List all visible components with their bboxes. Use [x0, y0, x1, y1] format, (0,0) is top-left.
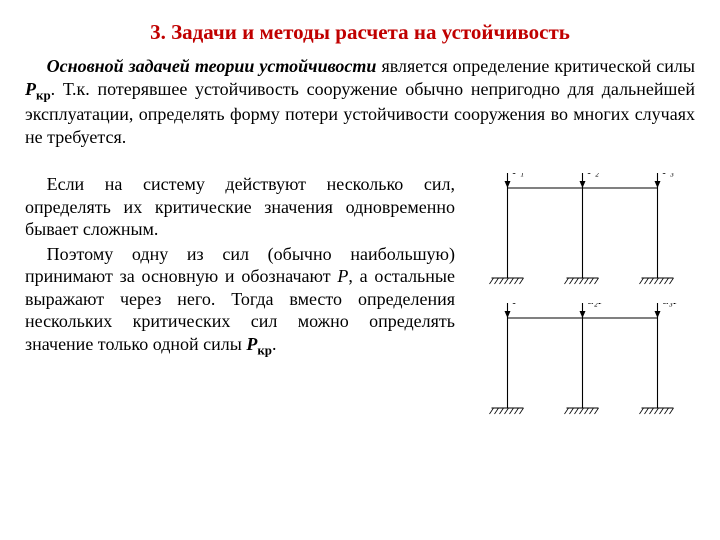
frame-diagram-bottom: Pα₂P α₃P: [470, 303, 695, 433]
svg-text:α₃P: α₃P: [663, 303, 681, 307]
body-text: Если на систему действуют несколько сил,…: [25, 173, 455, 433]
svg-text:P₂: P₂: [587, 173, 600, 177]
frame-diagram-top: P₁ P₂ P₃: [470, 173, 695, 303]
svg-text:P₃: P₃: [662, 173, 675, 177]
svg-text:P₁: P₁: [512, 173, 525, 177]
section-title: 3. Задачи и методы расчета на устойчивос…: [25, 20, 695, 45]
svg-text:α₂P: α₂P: [588, 303, 606, 307]
svg-text:P: P: [512, 303, 521, 307]
intro-paragraph: Основной задачей теории устойчивости явл…: [25, 55, 695, 148]
diagrams-column: P₁ P₂ P₃ Pα₂P α₃P: [470, 173, 695, 433]
